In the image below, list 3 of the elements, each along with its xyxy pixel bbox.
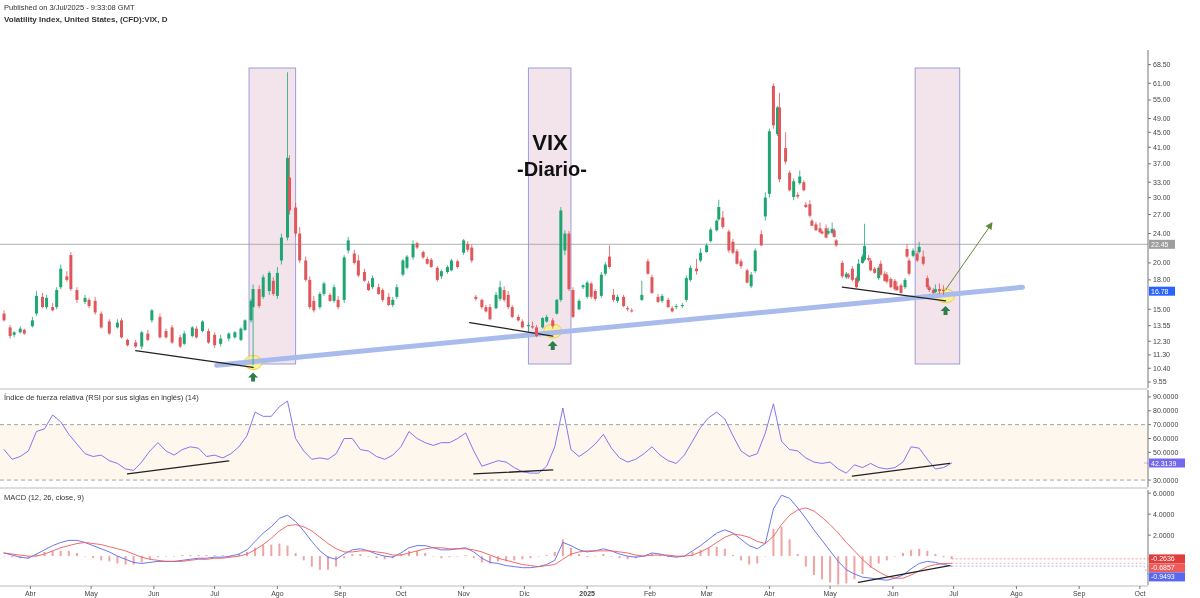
text: -Diario- [517, 158, 587, 180]
text: VIX [532, 130, 569, 155]
text: Volatility Index, United States, (CFD):VIX, D [4, 15, 168, 24]
